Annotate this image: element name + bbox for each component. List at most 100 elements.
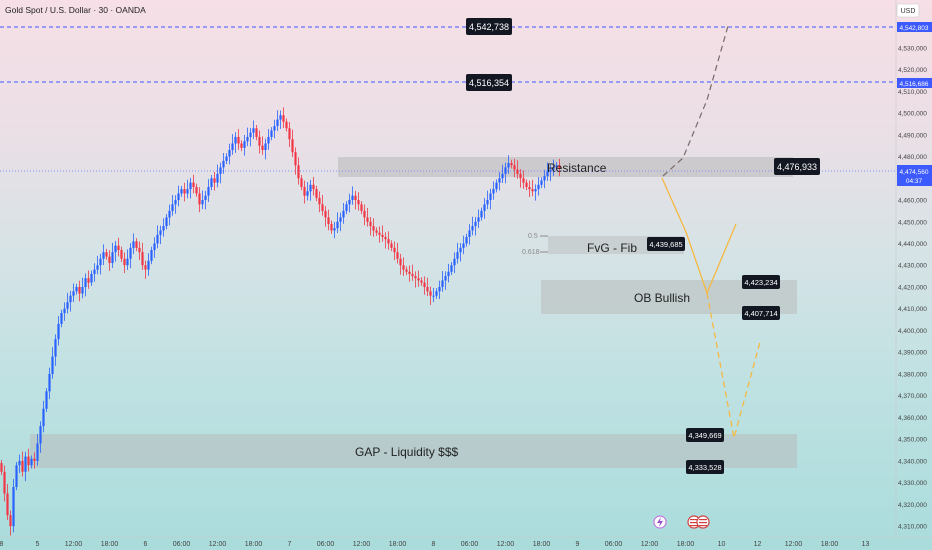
candle-body <box>342 210 345 218</box>
candle-body <box>408 271 411 274</box>
candle-body <box>366 217 369 222</box>
price-axis[interactable] <box>895 0 932 550</box>
candle-body <box>300 178 303 187</box>
candle-body <box>549 169 552 172</box>
y-tick-label: 4,360,000 <box>898 415 927 422</box>
candle-body <box>327 217 330 224</box>
candle-body <box>225 156 228 161</box>
candle-body <box>465 236 468 244</box>
candle-body <box>387 239 390 244</box>
candle-body <box>42 408 45 427</box>
time-axis[interactable]: 8 5 12:00 18:00 6 06:00 12:00 18:00 7 06:00 12:00 1… <box>0 541 869 548</box>
candle-body <box>33 458 36 461</box>
candle-body <box>231 143 234 151</box>
svg-text:4,542,803: 4,542,803 <box>900 25 929 32</box>
candle-body <box>195 186 198 194</box>
svg-text:4,407,714: 4,407,714 <box>744 309 777 318</box>
candle-body <box>81 286 84 294</box>
candle-body <box>417 278 420 281</box>
candle-body <box>267 136 270 144</box>
candle-body <box>144 265 147 270</box>
candle-body <box>66 302 69 309</box>
candle-body <box>504 167 507 174</box>
candle-body <box>297 165 300 179</box>
level-box-4542738[interactable]: 4,542,738 <box>466 18 512 35</box>
x-tick-label: 12 <box>754 541 762 548</box>
level-box-4423234[interactable]: 4,423,234 <box>742 275 780 289</box>
x-tick-label: 06:00 <box>173 541 191 548</box>
lightning-event-icon[interactable] <box>653 515 667 529</box>
level-box-4516354[interactable]: 4,516,354 <box>466 74 512 91</box>
x-tick-label: 18:00 <box>245 541 263 548</box>
x-tick-label: 06:00 <box>605 541 623 548</box>
candle-body <box>348 200 351 205</box>
candle-body <box>141 252 144 266</box>
candle-body <box>129 247 132 259</box>
candle-body <box>192 182 195 187</box>
level-box-4349669[interactable]: 4,349,669 <box>686 428 724 442</box>
candle-body <box>123 258 126 266</box>
fib-0-618-label: 0.618 <box>522 249 540 256</box>
candle-body <box>450 265 453 272</box>
candle-body <box>207 186 210 196</box>
candle-body <box>246 136 249 142</box>
candle-body <box>165 217 168 227</box>
x-tick-label: 18:00 <box>389 541 407 548</box>
level-box-4333528[interactable]: 4,333,528 <box>686 460 724 474</box>
candle-body <box>345 204 348 211</box>
candle-body <box>219 167 222 174</box>
us-flag-event-icon-2[interactable] <box>696 515 710 529</box>
candle-body <box>360 204 363 211</box>
candle-body <box>393 247 396 253</box>
candle-body <box>237 136 240 144</box>
gap-liquidity-zone <box>30 434 797 468</box>
y-tick-label: 4,440,000 <box>898 241 927 248</box>
y-tick-labels: 4,310,000 4,320,000 4,330,000 4,340,000 4,35… <box>898 24 927 531</box>
level-box-4407714[interactable]: 4,407,714 <box>742 306 780 320</box>
us-flag-event-icon[interactable] <box>687 515 701 529</box>
y-tick-label: 4,430,000 <box>898 263 927 270</box>
y-tick-label: 4,460,000 <box>898 198 927 205</box>
y-tick-label: 4,420,000 <box>898 284 927 291</box>
candle-body <box>162 226 165 231</box>
candle-body <box>189 182 192 190</box>
x-tick-label: 12:00 <box>641 541 659 548</box>
y-tick-label: 4,330,000 <box>898 480 927 487</box>
x-tick-label: 8 <box>0 541 4 548</box>
x-tick-label: 12:00 <box>65 541 83 548</box>
candle-body <box>150 250 153 261</box>
candle-body <box>114 245 117 253</box>
candle-body <box>276 119 279 127</box>
resistance-label: Resistance <box>547 161 607 175</box>
candle-body <box>261 145 264 151</box>
currency-button[interactable]: USD <box>896 3 920 18</box>
candle-body <box>435 291 438 296</box>
level-box-4439685[interactable]: 4,439,685 <box>647 237 685 251</box>
candle-body <box>36 443 39 461</box>
y-tick-label: 4,400,000 <box>898 328 927 335</box>
y-tick-label: 4,310,000 <box>898 524 927 531</box>
candle-body <box>396 252 399 259</box>
candle-body <box>444 276 447 281</box>
candle-body <box>507 163 510 168</box>
candle-body <box>78 286 81 294</box>
candle-body <box>117 245 120 251</box>
candle-body <box>285 121 288 129</box>
candle-body <box>39 426 42 444</box>
candle-body <box>126 258 129 266</box>
candle-body <box>234 136 237 144</box>
candle-body <box>9 515 12 527</box>
candle-body <box>120 250 123 259</box>
level-box-4476933[interactable]: 4,476,933 <box>774 158 820 175</box>
chart-title: Gold Spot / U.S. Dollar · 30 · OANDA <box>5 5 146 15</box>
orange-path-dashed <box>706 292 761 439</box>
candle-body <box>483 204 486 211</box>
candle-body <box>513 165 516 170</box>
candle-body <box>429 291 432 296</box>
candle-body <box>186 189 189 194</box>
candle-body <box>93 269 96 274</box>
candle-body <box>45 391 48 409</box>
candle-body <box>183 189 186 194</box>
